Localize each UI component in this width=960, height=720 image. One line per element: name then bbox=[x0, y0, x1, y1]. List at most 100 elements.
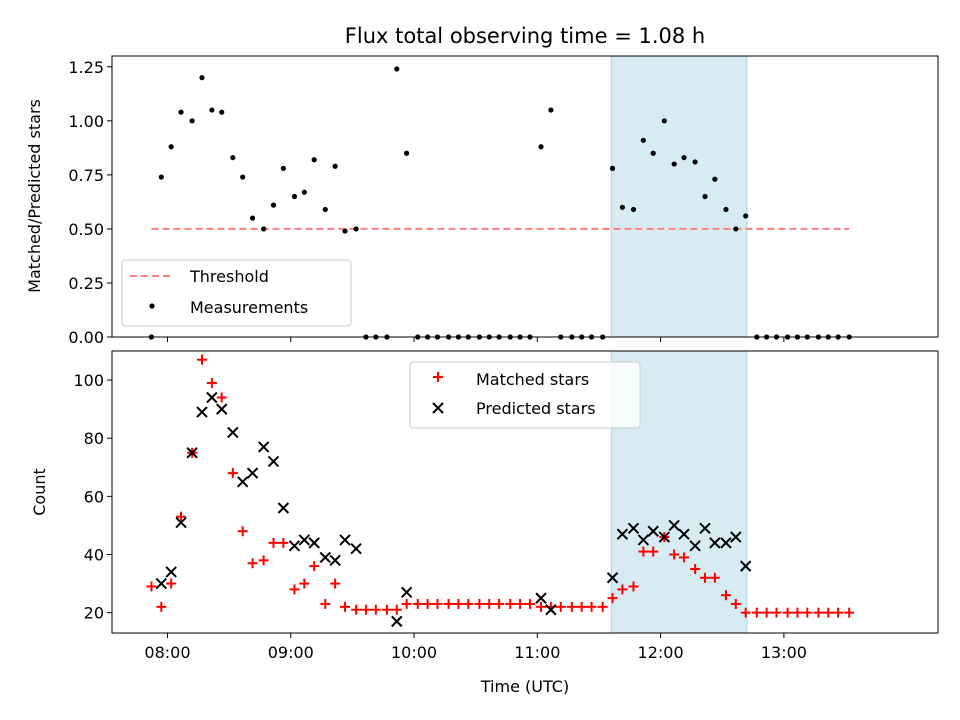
matched-star-point bbox=[156, 601, 167, 612]
bottom-y-tick-label: 100 bbox=[73, 371, 104, 390]
measurement-point bbox=[548, 107, 554, 113]
matched-star-point bbox=[401, 598, 412, 609]
matched-star-point bbox=[617, 584, 628, 595]
matched-star-point bbox=[360, 604, 371, 615]
measurement-point bbox=[609, 165, 616, 171]
bottom-y-tick-label: 80 bbox=[84, 429, 104, 448]
matched-star-point bbox=[607, 593, 618, 604]
predicted-star-point bbox=[535, 592, 547, 604]
predicted-star-point bbox=[627, 522, 640, 535]
matched-star-point bbox=[227, 468, 238, 479]
legend-measurement-label: Measurements bbox=[190, 298, 308, 317]
matched-star-point bbox=[690, 564, 701, 575]
predicted-star-point bbox=[400, 586, 413, 599]
matched-star-point bbox=[761, 607, 772, 618]
predicted-star-point bbox=[175, 516, 187, 529]
measurement-point bbox=[743, 213, 749, 219]
x-axis-label: Time (UTC) bbox=[480, 677, 569, 696]
matched-star-point bbox=[146, 581, 157, 592]
measurement-point bbox=[158, 174, 164, 180]
matched-star-point bbox=[463, 598, 474, 609]
bottom-y-tick-label: 40 bbox=[84, 546, 104, 565]
matched-star-point bbox=[782, 607, 793, 618]
top-y-tick-label: 0.75 bbox=[68, 166, 104, 185]
measurement-point bbox=[240, 174, 246, 180]
measurement-point bbox=[619, 204, 625, 210]
matched-star-point bbox=[278, 537, 289, 548]
matched-star-point bbox=[536, 601, 547, 612]
matched-star-point bbox=[206, 377, 217, 388]
measurement-point bbox=[733, 226, 739, 232]
matched-star-point bbox=[474, 598, 485, 609]
bottom-axis-ticks: 20 40 60 80 100 08:00 09:00 10:00 11:00 12:00 13:0… bbox=[73, 371, 806, 662]
measurement-point bbox=[189, 118, 195, 124]
matched-star-point bbox=[524, 598, 535, 609]
top-axis-ticks: 0.00 0.25 0.50 0.75 1.00 1.25 bbox=[68, 58, 785, 347]
bottom-x-tick-label: 11:00 bbox=[514, 643, 560, 662]
predicted-star-point bbox=[730, 531, 742, 543]
matched-star-point bbox=[823, 607, 834, 618]
bottom-legend: Matched stars Predicted stars bbox=[409, 361, 641, 429]
bottom-x-tick-label: 08:00 bbox=[144, 643, 190, 662]
predicted-star-point bbox=[545, 604, 557, 616]
predicted-star-point bbox=[257, 441, 270, 453]
matched-star-point bbox=[166, 578, 177, 589]
matched-star-point bbox=[494, 598, 505, 609]
measurement-point bbox=[630, 206, 637, 213]
matched-star-point bbox=[216, 392, 227, 403]
measurement-point bbox=[671, 161, 677, 167]
matched-star-point bbox=[176, 511, 187, 522]
measurement-point bbox=[661, 118, 667, 124]
predicted-star-point bbox=[196, 406, 208, 418]
matched-star-point bbox=[709, 572, 720, 583]
matched-star-point bbox=[422, 598, 433, 609]
top-y-tick-label: 1.00 bbox=[68, 112, 104, 131]
matched-star-point bbox=[638, 546, 649, 557]
measurement-point bbox=[650, 150, 656, 156]
top-y-tick-label: 1.25 bbox=[68, 58, 104, 77]
matched-star-point bbox=[597, 601, 608, 612]
measurement-point bbox=[332, 163, 338, 169]
measurement-point bbox=[404, 150, 410, 156]
top-y-tick-label: 0.25 bbox=[68, 274, 104, 293]
top-axes-frame bbox=[111, 55, 939, 338]
bottom-y-tick-label: 20 bbox=[84, 604, 104, 623]
predicted-star-point bbox=[206, 391, 218, 404]
predicted-star-point bbox=[246, 467, 259, 479]
matched-star-point bbox=[648, 546, 659, 557]
matched-star-point bbox=[299, 578, 310, 589]
matched-star-point bbox=[669, 549, 680, 560]
matched-star-point bbox=[844, 607, 855, 618]
matched-star-point bbox=[515, 598, 526, 609]
matched-star-point bbox=[196, 354, 207, 365]
measurement-point bbox=[353, 226, 359, 232]
legend-matched-marker bbox=[433, 372, 443, 382]
predicted-star-point bbox=[637, 534, 650, 546]
predicted-star-point bbox=[699, 522, 711, 535]
top-y-axis-label: Matched/Predicted stars bbox=[25, 99, 44, 293]
matched-star-point bbox=[505, 598, 516, 609]
top-legend: Threshold Measurements bbox=[121, 259, 352, 327]
measurement-point bbox=[168, 144, 174, 150]
chart-title: Flux total observing time = 1.08 h bbox=[345, 24, 705, 48]
bottom-x-tick-label: 12:00 bbox=[638, 643, 684, 662]
matched-star-point bbox=[730, 598, 741, 609]
predicted-star-point bbox=[216, 403, 228, 415]
predicted-star-point bbox=[288, 540, 301, 552]
matched-star-point bbox=[412, 598, 423, 609]
top-y-tick-label: 0.50 bbox=[68, 220, 104, 239]
matched-star-point bbox=[391, 604, 402, 615]
measurement-point bbox=[230, 154, 236, 161]
measurement-point bbox=[301, 189, 307, 195]
measurement-point bbox=[681, 154, 687, 161]
predicted-star-point bbox=[739, 560, 752, 572]
predicted-star-point bbox=[186, 447, 198, 459]
measurement-point bbox=[311, 157, 317, 163]
highlight-span-top bbox=[610, 55, 748, 338]
measurement-point bbox=[322, 206, 328, 213]
measurement-point bbox=[199, 75, 205, 81]
measurement-point bbox=[702, 193, 708, 200]
measurement-point bbox=[280, 165, 286, 171]
predicted-star-point bbox=[267, 455, 280, 468]
measurement-point bbox=[640, 137, 646, 143]
